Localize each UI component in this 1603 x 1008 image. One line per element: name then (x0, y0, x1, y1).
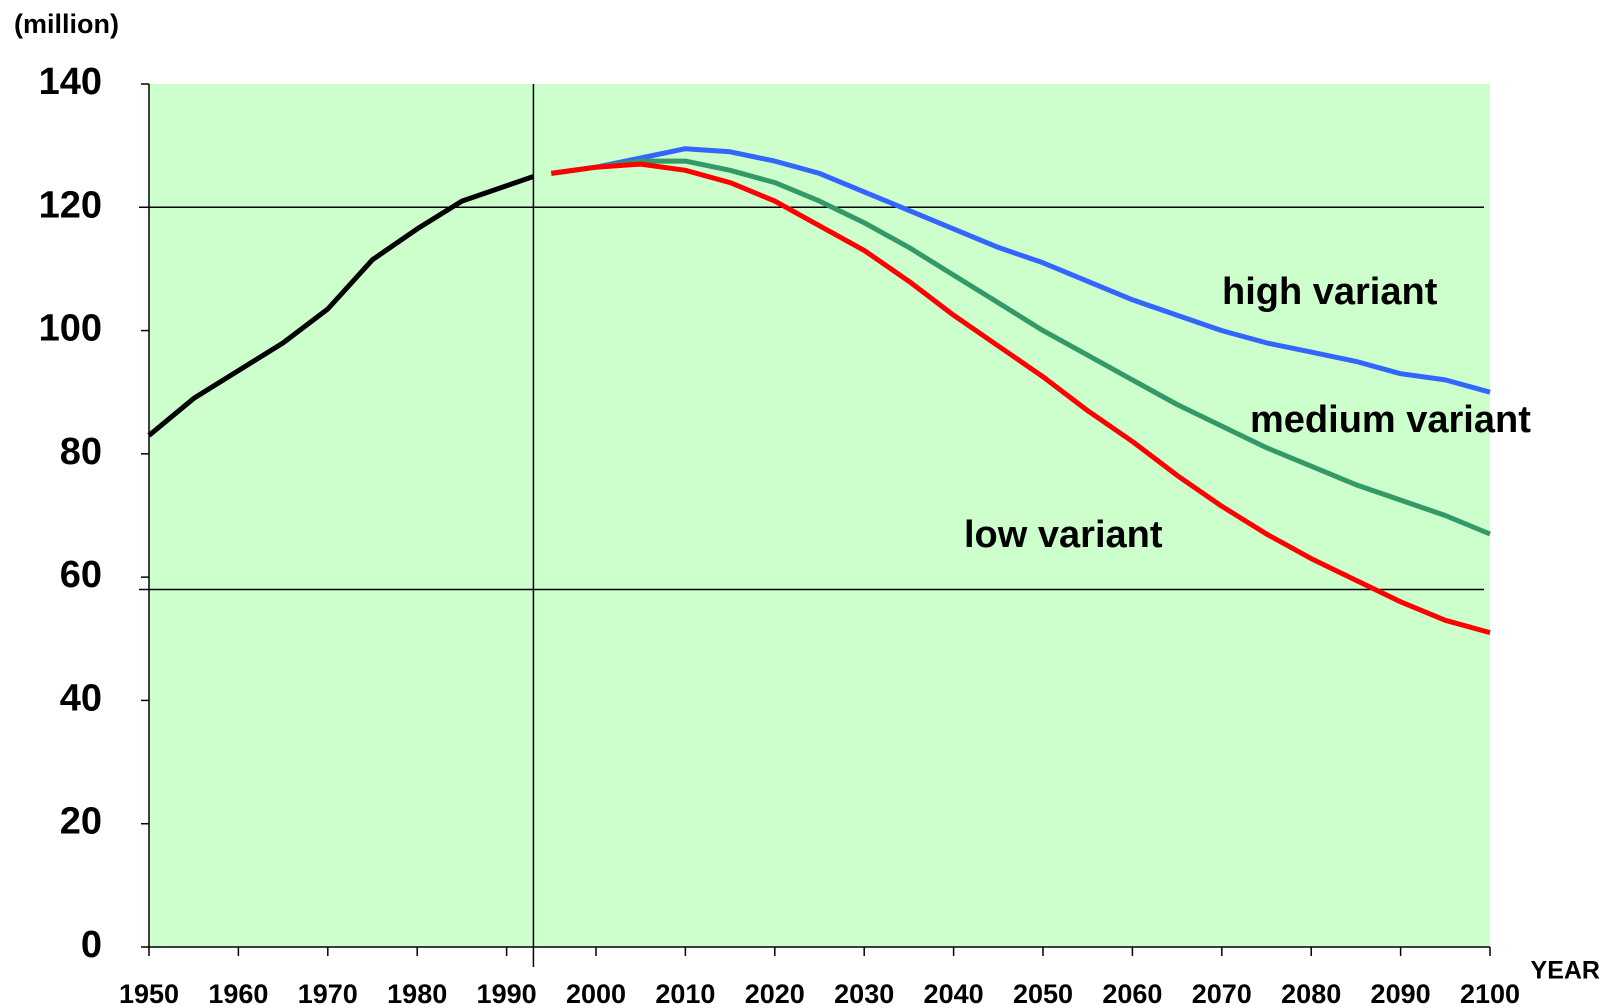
x-axis-label: YEAR (1531, 957, 1600, 985)
x-tick-label: 2090 (1371, 979, 1431, 1008)
plot-area (149, 84, 1490, 947)
series-label: medium variant (1250, 399, 1531, 441)
y-tick-label: 140 (39, 61, 102, 103)
y-tick-label: 100 (39, 308, 102, 350)
x-tick-label: 1980 (387, 979, 447, 1008)
y-axis-label: (million) (14, 9, 119, 39)
series-label: low variant (964, 514, 1163, 556)
y-tick-label: 40 (60, 677, 102, 719)
x-tick-label: 1990 (477, 979, 537, 1008)
series-line (550, 161, 1491, 636)
series-line (147, 174, 535, 438)
x-tick-label: 2000 (566, 979, 626, 1008)
x-tick-label: 2010 (655, 979, 715, 1008)
x-tick-label: 1960 (208, 979, 268, 1008)
x-tick-label: 2100 (1460, 979, 1520, 1008)
y-tick-label: 60 (60, 554, 102, 596)
y-tick-label: 120 (39, 184, 102, 226)
y-tick-label: 80 (60, 431, 102, 473)
x-tick-label: 2060 (1102, 979, 1162, 1008)
x-tick-label: 2040 (924, 979, 984, 1008)
series-line (550, 146, 1491, 395)
x-tick-label: 2070 (1192, 979, 1252, 1008)
x-tick-label: 2020 (745, 979, 805, 1008)
y-tick-label: 20 (60, 801, 102, 843)
x-tick-label: 2030 (834, 979, 894, 1008)
x-tick-label: 2050 (1013, 979, 1073, 1008)
y-tick-label: 0 (81, 924, 102, 966)
x-tick-label: 1950 (119, 979, 179, 1008)
x-tick-label: 1970 (298, 979, 358, 1008)
x-tick-label: 2080 (1281, 979, 1341, 1008)
series-line (550, 158, 1491, 537)
series-label: high variant (1222, 271, 1438, 313)
